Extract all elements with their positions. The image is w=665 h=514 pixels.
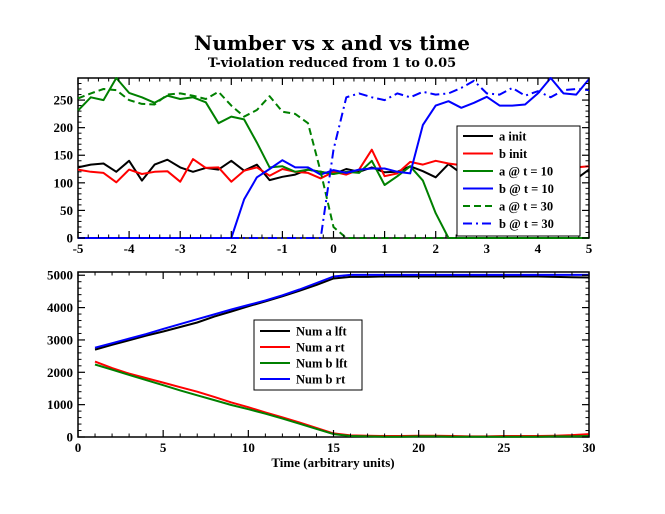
bottom-x-tick-label: 10 xyxy=(242,440,255,455)
legend-label-b-t-30: b @ t = 30 xyxy=(499,217,554,231)
series-line-b-t-30 xyxy=(78,79,590,239)
bottom-legend: Num a lft Num a rt Num b lft Num b rt xyxy=(253,319,363,391)
legend-label-b-init: b init xyxy=(499,147,528,161)
legend-label-num-a-lft: Num a lft xyxy=(296,325,348,339)
top-y-tick-label: 100 xyxy=(54,175,74,190)
top-x-tick-label: 1 xyxy=(381,241,388,256)
series-line-a-t-30 xyxy=(77,88,589,239)
figure-subtitle: T-violation reduced from 1 to 0.05 xyxy=(208,56,456,71)
bottom-axes: 0 5 10 15 20 25 30 0 1000 2000 3000 4000 5000 xyxy=(47,268,596,455)
top-x-tick-label: -1 xyxy=(277,241,288,256)
bottom-y-tick-label: 5000 xyxy=(47,268,73,283)
chart-bottom: 0 5 10 15 20 25 30 0 1000 2000 3000 4000 5000 Num a … xyxy=(47,268,596,470)
bottom-x-tick-label: 0 xyxy=(75,440,82,455)
top-y-tick-label: 250 xyxy=(54,93,74,108)
series-line-num-a-lft xyxy=(94,275,590,351)
bottom-x-tick-label: 15 xyxy=(327,440,341,455)
bottom-y-tick-label: 2000 xyxy=(47,365,73,380)
top-x-tick-label: -2 xyxy=(226,241,237,256)
top-x-tick-label: 5 xyxy=(586,241,593,256)
top-y-tick-label: 200 xyxy=(54,120,74,135)
series-line-b-t-10 xyxy=(78,77,590,239)
legend-label-num-a-rt: Num a rt xyxy=(296,341,345,355)
top-y-tick-label: 0 xyxy=(67,231,74,246)
legend-label-num-b-rt: Num b rt xyxy=(296,373,346,387)
figure-title: Number vs x and vs time xyxy=(194,31,470,55)
legend-label-num-b-lft: Num b lft xyxy=(296,357,348,371)
legend-label-a-t-30: a @ t = 30 xyxy=(499,200,553,214)
top-legend-box xyxy=(456,125,581,237)
bottom-y-tick-label: 3000 xyxy=(47,332,73,347)
bottom-series-group xyxy=(94,273,590,438)
legend-label-b-t-10: b @ t = 10 xyxy=(499,182,554,196)
bottom-x-axis-label: Time (arbitrary units) xyxy=(271,455,394,470)
top-x-tick-label: 4 xyxy=(535,241,542,256)
bottom-y-tick-label: 1000 xyxy=(47,397,73,412)
top-x-tick-label: 0 xyxy=(330,241,337,256)
top-x-tick-label: -3 xyxy=(175,241,186,256)
top-y-tick-label: 150 xyxy=(54,148,74,163)
legend-label-a-t-10: a @ t = 10 xyxy=(499,165,553,179)
top-x-tick-label: -4 xyxy=(124,241,135,256)
bottom-y-tick-label: 0 xyxy=(67,430,74,445)
bottom-x-tick-label: 5 xyxy=(160,440,167,455)
legend-label-a-init: a init xyxy=(499,130,527,144)
top-legend: a init b init a @ t = 10 b @ t = 10 a @ t = … xyxy=(456,125,581,237)
bottom-y-tick-label: 4000 xyxy=(47,300,73,315)
series-line-num-b-lft xyxy=(94,363,590,438)
bottom-x-tick-label: 30 xyxy=(583,440,596,455)
bottom-x-tick-label: 20 xyxy=(412,440,425,455)
series-line-num-b-rt xyxy=(94,273,589,349)
bottom-x-tick-label: 25 xyxy=(497,440,511,455)
top-y-tick-label: 50 xyxy=(60,203,73,218)
top-x-tick-label: 3 xyxy=(484,241,491,256)
top-x-tick-label: 2 xyxy=(432,241,439,256)
top-x-tick-label: -5 xyxy=(73,241,84,256)
